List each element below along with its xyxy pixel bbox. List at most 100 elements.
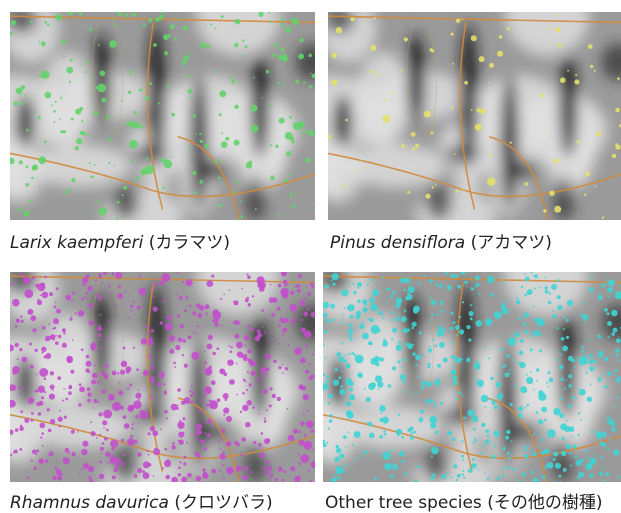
- occurrence-dot: [328, 428, 330, 430]
- occurrence-dot: [36, 374, 38, 376]
- occurrence-dot: [244, 466, 248, 470]
- occurrence-dot: [39, 368, 48, 377]
- occurrence-dot: [366, 422, 368, 424]
- occurrence-dot: [132, 287, 134, 289]
- occurrence-dot: [464, 81, 468, 85]
- occurrence-dot: [234, 441, 238, 445]
- occurrence-dot: [584, 194, 586, 196]
- occurrence-dot: [93, 399, 97, 403]
- occurrence-dot: [348, 353, 350, 355]
- occurrence-dot: [536, 368, 539, 371]
- occurrence-dot: [334, 319, 336, 321]
- occurrence-dot: [92, 407, 94, 409]
- occurrence-dot: [376, 73, 379, 76]
- occurrence-dot: [251, 125, 258, 132]
- occurrence-dot: [305, 158, 310, 163]
- occurrence-dot: [341, 322, 343, 324]
- occurrence-dot: [304, 434, 307, 437]
- occurrence-dot: [55, 301, 57, 303]
- occurrence-dot: [31, 419, 34, 422]
- occurrence-dot: [257, 329, 261, 333]
- occurrence-dot: [329, 419, 332, 422]
- occurrence-dot: [557, 279, 560, 282]
- occurrence-dot: [544, 286, 548, 290]
- occurrence-dot: [383, 317, 385, 319]
- occurrence-dot: [108, 394, 115, 401]
- occurrence-dot: [107, 462, 109, 464]
- occurrence-dot: [547, 462, 554, 469]
- occurrence-dot: [92, 342, 95, 345]
- occurrence-dot: [223, 451, 225, 453]
- occurrence-dot: [595, 455, 597, 457]
- occurrence-dot: [428, 363, 431, 366]
- occurrence-dot: [110, 98, 112, 100]
- occurrence-dot: [380, 357, 384, 361]
- occurrence-dot: [582, 316, 585, 319]
- occurrence-dot: [250, 327, 254, 331]
- occurrence-dot: [209, 366, 212, 369]
- occurrence-dot: [245, 381, 247, 383]
- occurrence-dot: [294, 347, 302, 355]
- occurrence-dot: [246, 389, 248, 391]
- occurrence-dot: [38, 412, 42, 416]
- occurrence-dot: [346, 363, 351, 368]
- occurrence-dot: [471, 287, 474, 290]
- occurrence-dot: [179, 440, 184, 445]
- occurrence-dot: [125, 14, 129, 18]
- occurrence-dot: [153, 134, 155, 136]
- occurrence-dot: [431, 314, 434, 317]
- occurrence-dot: [567, 70, 569, 72]
- occurrence-dot: [372, 301, 374, 303]
- occurrence-dot: [366, 397, 371, 402]
- occurrence-dot: [461, 440, 463, 442]
- occurrence-dot: [115, 272, 122, 279]
- occurrence-dot: [311, 375, 314, 378]
- occurrence-dot: [161, 158, 165, 162]
- occurrence-dot: [525, 407, 527, 409]
- occurrence-dot: [234, 105, 238, 109]
- occurrence-dot: [586, 463, 593, 470]
- occurrence-dot: [231, 346, 233, 348]
- occurrence-dot: [92, 373, 98, 379]
- occurrence-dot: [431, 300, 436, 305]
- occurrence-dot: [451, 312, 454, 315]
- occurrence-dot: [234, 43, 238, 47]
- occurrence-dot: [45, 460, 48, 463]
- occurrence-dot: [431, 455, 433, 457]
- occurrence-dot: [69, 385, 71, 387]
- occurrence-dot: [194, 352, 197, 355]
- occurrence-dot: [160, 281, 164, 285]
- occurrence-dot: [525, 279, 528, 282]
- occurrence-dot: [477, 363, 479, 365]
- occurrence-dot: [221, 429, 225, 433]
- occurrence-dot: [336, 352, 341, 357]
- occurrence-dot: [128, 91, 131, 94]
- occurrence-dot: [101, 282, 103, 284]
- occurrence-dot: [507, 27, 510, 30]
- occurrence-dot: [520, 339, 524, 343]
- occurrence-dot: [247, 276, 251, 280]
- occurrence-dot: [360, 455, 362, 457]
- occurrence-dot: [618, 376, 621, 379]
- occurrence-dot: [38, 458, 44, 464]
- occurrence-dot: [273, 360, 276, 363]
- occurrence-dot: [177, 388, 181, 392]
- occurrence-dot: [217, 398, 221, 402]
- occurrence-dot: [202, 472, 207, 477]
- occurrence-dot: [135, 393, 141, 399]
- occurrence-dot: [566, 336, 569, 339]
- occurrence-dot: [81, 469, 83, 471]
- occurrence-dot: [266, 460, 269, 463]
- occurrence-dot: [247, 371, 249, 373]
- occurrence-dot: [35, 284, 39, 288]
- occurrence-dot: [188, 89, 193, 94]
- occurrence-dot: [531, 471, 534, 474]
- occurrence-dot: [452, 407, 454, 409]
- occurrence-dot: [87, 393, 91, 397]
- occurrence-dot: [452, 437, 456, 441]
- occurrence-dot: [183, 25, 188, 30]
- occurrence-dot: [272, 54, 275, 57]
- occurrence-dot: [338, 356, 344, 362]
- occurrence-dot: [277, 213, 279, 215]
- occurrence-dot: [343, 435, 347, 439]
